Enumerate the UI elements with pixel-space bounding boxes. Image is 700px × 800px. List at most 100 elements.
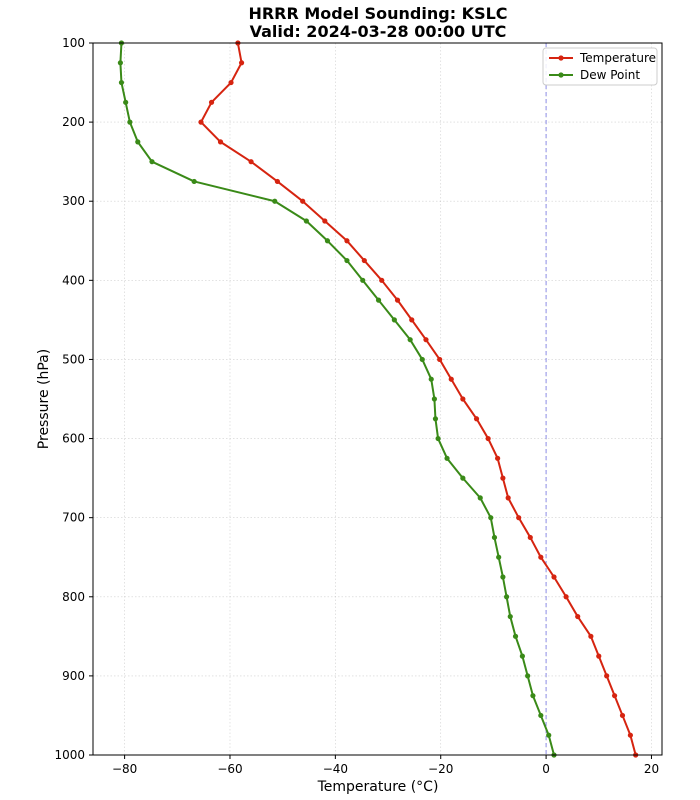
temperature-point [473, 416, 480, 422]
dew-point-point [149, 159, 155, 165]
dew-point-point [491, 534, 498, 541]
temperature-line [200, 42, 637, 756]
dew-point-point [391, 317, 397, 323]
x-axis-ticks: −80 −60 −40 −20 0 20 [112, 755, 659, 776]
temperature-point [596, 653, 602, 659]
y-tick-label: 500 [62, 352, 85, 366]
series-layer [117, 40, 639, 758]
dew-point-point [519, 653, 525, 659]
x-axis-label: Temperature (°C) [317, 779, 439, 795]
dew-point-point [428, 376, 434, 382]
x-tick-label: −60 [217, 762, 242, 776]
dew-point-point [117, 60, 123, 66]
temperature-point [611, 693, 618, 699]
dew-point-point [118, 79, 125, 86]
dew-point-point [512, 633, 519, 639]
temperature-point [379, 277, 385, 283]
temperature-point [619, 712, 626, 719]
series-dew-point [117, 40, 557, 758]
temperature-point [248, 159, 254, 165]
dew-point-point [324, 238, 331, 244]
y-tick-label: 200 [62, 115, 85, 129]
chart-title: HRRR Model Sounding: KSLC [248, 4, 507, 23]
temperature-point [516, 515, 522, 521]
dew-point-line [119, 42, 555, 756]
x-tick-label: −20 [428, 762, 453, 776]
temperature-point [485, 435, 491, 442]
x-tick-label: 0 [542, 762, 550, 776]
dew-point-point [496, 554, 502, 560]
temperature-point [500, 475, 506, 481]
dew-point-point [444, 455, 450, 461]
temperature-point [344, 238, 350, 244]
temperature-point [627, 732, 633, 738]
dew-point-point [530, 693, 536, 699]
temperature-point [238, 60, 245, 66]
y-tick-label: 800 [62, 590, 85, 604]
legend: Temperature Dew Point [542, 47, 658, 86]
temperature-point [409, 317, 415, 323]
plot-frame [92, 42, 663, 756]
dew-point-point [344, 257, 350, 264]
dew-point-point [303, 218, 309, 224]
dew-point-point [488, 515, 494, 521]
dew-point-point [460, 475, 466, 481]
dew-point-point [432, 416, 439, 422]
dew-point-point [503, 594, 510, 600]
dew-point-point [191, 178, 197, 185]
x-tick-label: 20 [644, 762, 659, 776]
dew-point-point [525, 673, 531, 679]
x-tick-label: −80 [112, 762, 137, 776]
dew-point-point [477, 495, 483, 501]
temperature-point [274, 178, 280, 185]
y-tick-label: 300 [62, 194, 85, 208]
dew-point-point [546, 732, 552, 738]
temperature-point [228, 79, 234, 86]
temperature-point [322, 218, 328, 224]
temperature-point [505, 495, 511, 501]
chart-subtitle: Valid: 2024-03-28 00:00 UTC [250, 22, 507, 41]
temperature-point [198, 119, 204, 125]
temperature-point [575, 613, 581, 620]
temperature-point [361, 257, 367, 264]
legend-marker-temperature [558, 55, 564, 61]
grid [93, 42, 662, 756]
temperature-point [527, 534, 533, 541]
dew-point-point [407, 337, 413, 343]
y-tick-label: 400 [62, 273, 85, 287]
temperature-point [563, 594, 569, 600]
temperature-point [460, 396, 466, 402]
dew-point-point [127, 119, 133, 125]
legend-label-dew-point: Dew Point [580, 68, 640, 82]
temperature-point [588, 633, 594, 639]
y-axis-ticks: 100 200 300 400 500 600 700 800 900 1000 [54, 36, 93, 762]
temperature-point [495, 455, 501, 461]
dew-point-point [375, 297, 382, 303]
y-tick-label: 1000 [54, 748, 85, 762]
dew-point-point [360, 277, 366, 283]
dew-point-point [500, 574, 506, 580]
dew-point-point [538, 712, 544, 719]
dew-point-point [507, 613, 513, 620]
y-axis-label: Pressure (hPa) [36, 349, 52, 449]
y-tick-label: 700 [62, 511, 85, 525]
temperature-point [394, 297, 401, 303]
temperature-point [448, 376, 454, 382]
temperature-point [208, 99, 215, 105]
legend-label-temperature: Temperature [579, 51, 656, 65]
dew-point-point [431, 396, 437, 402]
dew-point-point [123, 99, 129, 105]
temperature-point [300, 198, 306, 204]
temperature-point [423, 337, 429, 343]
series-temperature [198, 40, 639, 758]
y-tick-label: 900 [62, 669, 85, 683]
temperature-point [217, 139, 224, 145]
dew-point-point [435, 435, 441, 442]
x-tick-label: −40 [323, 762, 348, 776]
temperature-point [604, 673, 610, 679]
dew-point-point [419, 356, 425, 363]
temperature-point [551, 574, 557, 580]
temperature-point [538, 554, 544, 560]
legend-marker-dew-point [558, 72, 564, 78]
dew-point-point [135, 139, 141, 145]
